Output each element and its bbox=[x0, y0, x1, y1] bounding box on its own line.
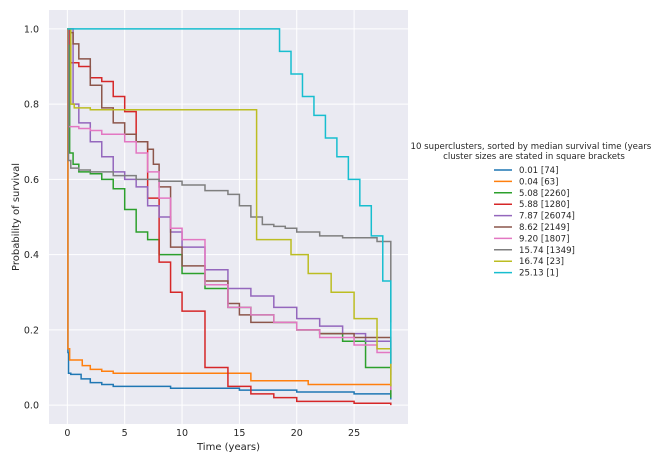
y-tick-label: 0.2 bbox=[24, 325, 39, 336]
series-line-7 bbox=[67, 28, 392, 391]
series-lines bbox=[67, 28, 392, 406]
legend-entry-label: 9.20 [1807] bbox=[519, 234, 569, 244]
legend-entry-label: 0.01 [74] bbox=[519, 166, 559, 176]
y-axis-ticks: 0.0 0.2 0.4 0.6 0.8 1.0 bbox=[24, 24, 39, 411]
legend-entry-label: 0.04 [63] bbox=[519, 177, 559, 187]
legend-entry-label: 7.87 [26074] bbox=[519, 212, 575, 222]
legend-title-line-1: 10 superclusters, sorted by median survi… bbox=[411, 142, 651, 152]
legend-entry-label: 5.88 [1280] bbox=[519, 200, 569, 210]
legend-entry-label: 16.74 [23] bbox=[519, 257, 564, 267]
y-axis-label: Probability of survival bbox=[11, 163, 22, 271]
y-tick-label: 0.0 bbox=[24, 401, 39, 412]
series-line-2 bbox=[67, 28, 392, 394]
legend-entry-label: 15.74 [1349] bbox=[519, 246, 575, 256]
series-line-9 bbox=[67, 28, 392, 387]
x-tick-label: 25 bbox=[348, 428, 360, 439]
legend-entry-label: 5.08 [2260] bbox=[519, 189, 569, 199]
y-tick-label: 0.6 bbox=[24, 175, 39, 186]
y-tick-label: 0.4 bbox=[24, 250, 39, 261]
y-tick-label: 0.8 bbox=[24, 100, 39, 111]
legend: 10 superclusters, sorted by median survi… bbox=[411, 142, 651, 279]
plot-area bbox=[49, 10, 408, 424]
legend-entry-label: 25.13 [1] bbox=[519, 269, 559, 279]
series-line-8 bbox=[67, 28, 392, 323]
series-line-1 bbox=[67, 28, 392, 400]
x-tick-label: 15 bbox=[233, 428, 245, 439]
x-axis-label: Time (years) bbox=[196, 442, 260, 452]
x-tick-label: 20 bbox=[291, 428, 303, 439]
legend-entry-label: 8.62 [2149] bbox=[519, 223, 569, 233]
x-tick-label: 0 bbox=[64, 428, 70, 439]
legend-entries: 0.01 [74]0.04 [63] 5.08 [2260]5.88 [1280]… bbox=[494, 166, 575, 279]
x-axis-ticks: 0 5 10 15 20 25 bbox=[64, 428, 360, 439]
x-tick-label: 10 bbox=[176, 428, 188, 439]
x-tick-label: 5 bbox=[122, 428, 128, 439]
legend-title-line-2: cluster sizes are stated in square brack… bbox=[443, 152, 625, 162]
y-tick-label: 1.0 bbox=[24, 24, 39, 35]
series-line-10 bbox=[67, 28, 392, 364]
